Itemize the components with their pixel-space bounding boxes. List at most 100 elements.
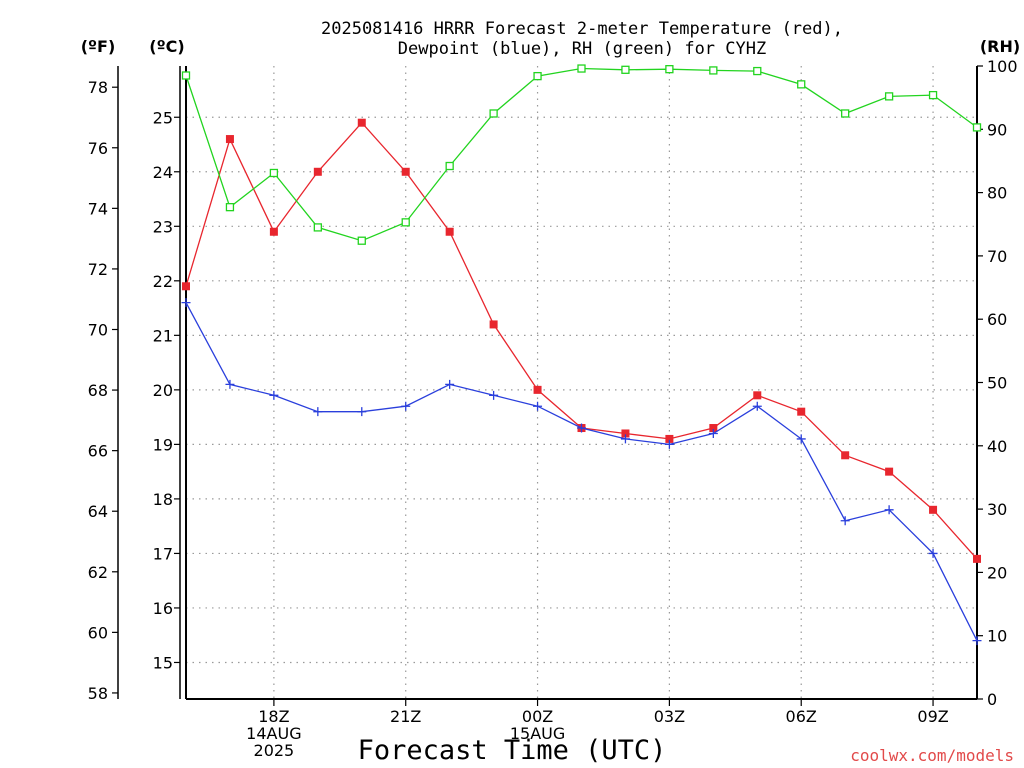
temperature-point: [489, 320, 498, 329]
rh-line: [185, 67, 978, 242]
series-dewpoint: [181, 298, 982, 646]
rh-point: [928, 90, 938, 100]
temperature-point: [401, 167, 410, 176]
rh-point: [577, 64, 586, 73]
series-rh: [181, 64, 982, 245]
rh-point: [533, 71, 542, 81]
dewpoint-point: [225, 379, 235, 389]
rh-point: [797, 80, 806, 89]
axes: 58 60 62 64 66 68 70 72 74 76 78 15 16 17 18 19 20 21 22 23…: [88, 57, 1018, 760]
rh-point: [357, 236, 366, 245]
series-temperature: [182, 118, 981, 563]
temperature-point: [533, 385, 542, 394]
dewpoint-point: [533, 401, 543, 411]
fahrenheit-unit-label: (ºF): [81, 37, 116, 56]
celsius-tick-label: 21: [153, 326, 173, 345]
fahrenheit-tick-label: 70: [88, 320, 108, 339]
dewpoint-point: [577, 423, 586, 433]
fahrenheit-tick-label: 68: [88, 381, 108, 400]
dewpoint-point: [796, 434, 806, 444]
rh-point: [181, 71, 191, 80]
celsius-tick-label: 16: [153, 599, 173, 618]
temperature-point: [665, 434, 674, 443]
rh-tick-label: 80: [987, 184, 1007, 203]
temperature-point: [929, 505, 938, 514]
dewpoint-point: [181, 298, 191, 308]
celsius-tick-label: 18: [153, 490, 173, 509]
celsius-tick-label: 17: [153, 544, 173, 563]
temperature-point: [313, 167, 322, 176]
temperature-point: [709, 424, 718, 433]
rh-point: [884, 92, 894, 101]
credit-text: coolwx.com/models: [850, 746, 1014, 765]
x-tick-label: 03Z: [654, 707, 685, 726]
x-tick-label: 21Z: [390, 707, 421, 726]
rh-tick-label: 0: [987, 690, 997, 709]
celsius-tick-label: 22: [153, 272, 173, 291]
temperature-point: [182, 282, 190, 291]
dewpoint-point: [489, 390, 499, 400]
temperature-line: [185, 121, 978, 560]
temperature-point: [885, 467, 894, 476]
x-tick-label: 09Z: [917, 707, 948, 726]
dewpoint-point: [708, 428, 718, 438]
celsius-tick-label: 20: [153, 381, 173, 400]
x-tick-label: 18Z: [258, 707, 289, 726]
x-axis-title: Forecast Time (UTC): [358, 735, 667, 766]
dewpoint-point: [972, 636, 982, 646]
temperature-point: [797, 407, 806, 416]
rh-point: [621, 65, 630, 74]
rh-point: [445, 161, 454, 171]
dewpoint-point: [620, 434, 630, 444]
dewpoint-point: [928, 548, 938, 558]
rh-tick-label: 60: [987, 310, 1007, 329]
fahrenheit-tick-label: 60: [88, 623, 108, 642]
data-series: [181, 64, 982, 646]
rh-unit-label: (RH): [980, 37, 1020, 56]
rh-point: [225, 203, 235, 212]
temperature-point: [621, 429, 630, 438]
celsius-tick-label: 23: [153, 217, 173, 236]
fahrenheit-tick-label: 58: [88, 684, 108, 703]
rh-tick-label: 70: [987, 247, 1007, 266]
rh-tick-label: 20: [987, 563, 1007, 582]
dewpoint-line: [185, 302, 978, 641]
fahrenheit-tick-label: 62: [88, 563, 108, 582]
rh-tick-label: 50: [987, 374, 1007, 393]
temperature-point: [753, 391, 762, 400]
x-tick-label: 06Z: [786, 707, 817, 726]
rh-tick-label: 40: [987, 437, 1007, 456]
rh-point: [709, 66, 718, 75]
celsius-tick-label: 15: [153, 653, 173, 672]
chart-title-line-1: 2025081416 HRRR Forecast 2-meter Tempera…: [321, 19, 843, 39]
celsius-tick-label: 24: [153, 163, 173, 182]
rh-tick-label: 100: [987, 57, 1018, 76]
fahrenheit-tick-label: 74: [88, 199, 108, 218]
grid-lines: [186, 66, 977, 699]
fahrenheit-tick-label: 72: [88, 260, 108, 279]
dewpoint-point: [269, 390, 279, 400]
dewpoint-point: [664, 439, 674, 449]
temperature-point: [841, 451, 850, 460]
dewpoint-point: [313, 407, 323, 417]
fahrenheit-tick-label: 66: [88, 442, 108, 461]
rh-point: [972, 123, 982, 132]
x-tick-label: 00Z: [522, 707, 553, 726]
fahrenheit-tick-label: 78: [88, 78, 108, 97]
temperature-point: [445, 227, 454, 236]
temperature-point: [357, 118, 366, 127]
rh-tick-label: 10: [987, 627, 1007, 646]
celsius-tick-label: 19: [153, 435, 173, 454]
dewpoint-point: [884, 505, 894, 515]
fahrenheit-tick-label: 76: [88, 139, 108, 158]
dewpoint-point: [357, 407, 367, 417]
rh-tick-label: 30: [987, 500, 1007, 519]
rh-point: [489, 109, 498, 118]
rh-point: [665, 65, 674, 74]
temperature-point: [973, 554, 981, 563]
dewpoint-point: [401, 401, 411, 411]
rh-point: [841, 109, 850, 118]
dewpoint-point: [752, 401, 762, 411]
rh-tick-label: 90: [987, 120, 1007, 139]
